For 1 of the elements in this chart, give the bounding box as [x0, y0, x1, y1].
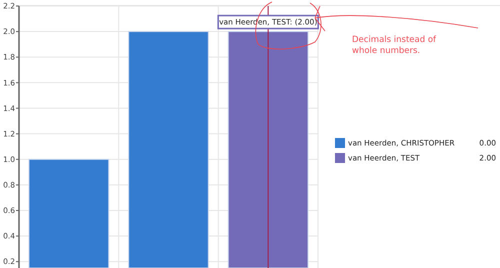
- text: Decimals instead of whole numbers.: [352, 35, 438, 56]
